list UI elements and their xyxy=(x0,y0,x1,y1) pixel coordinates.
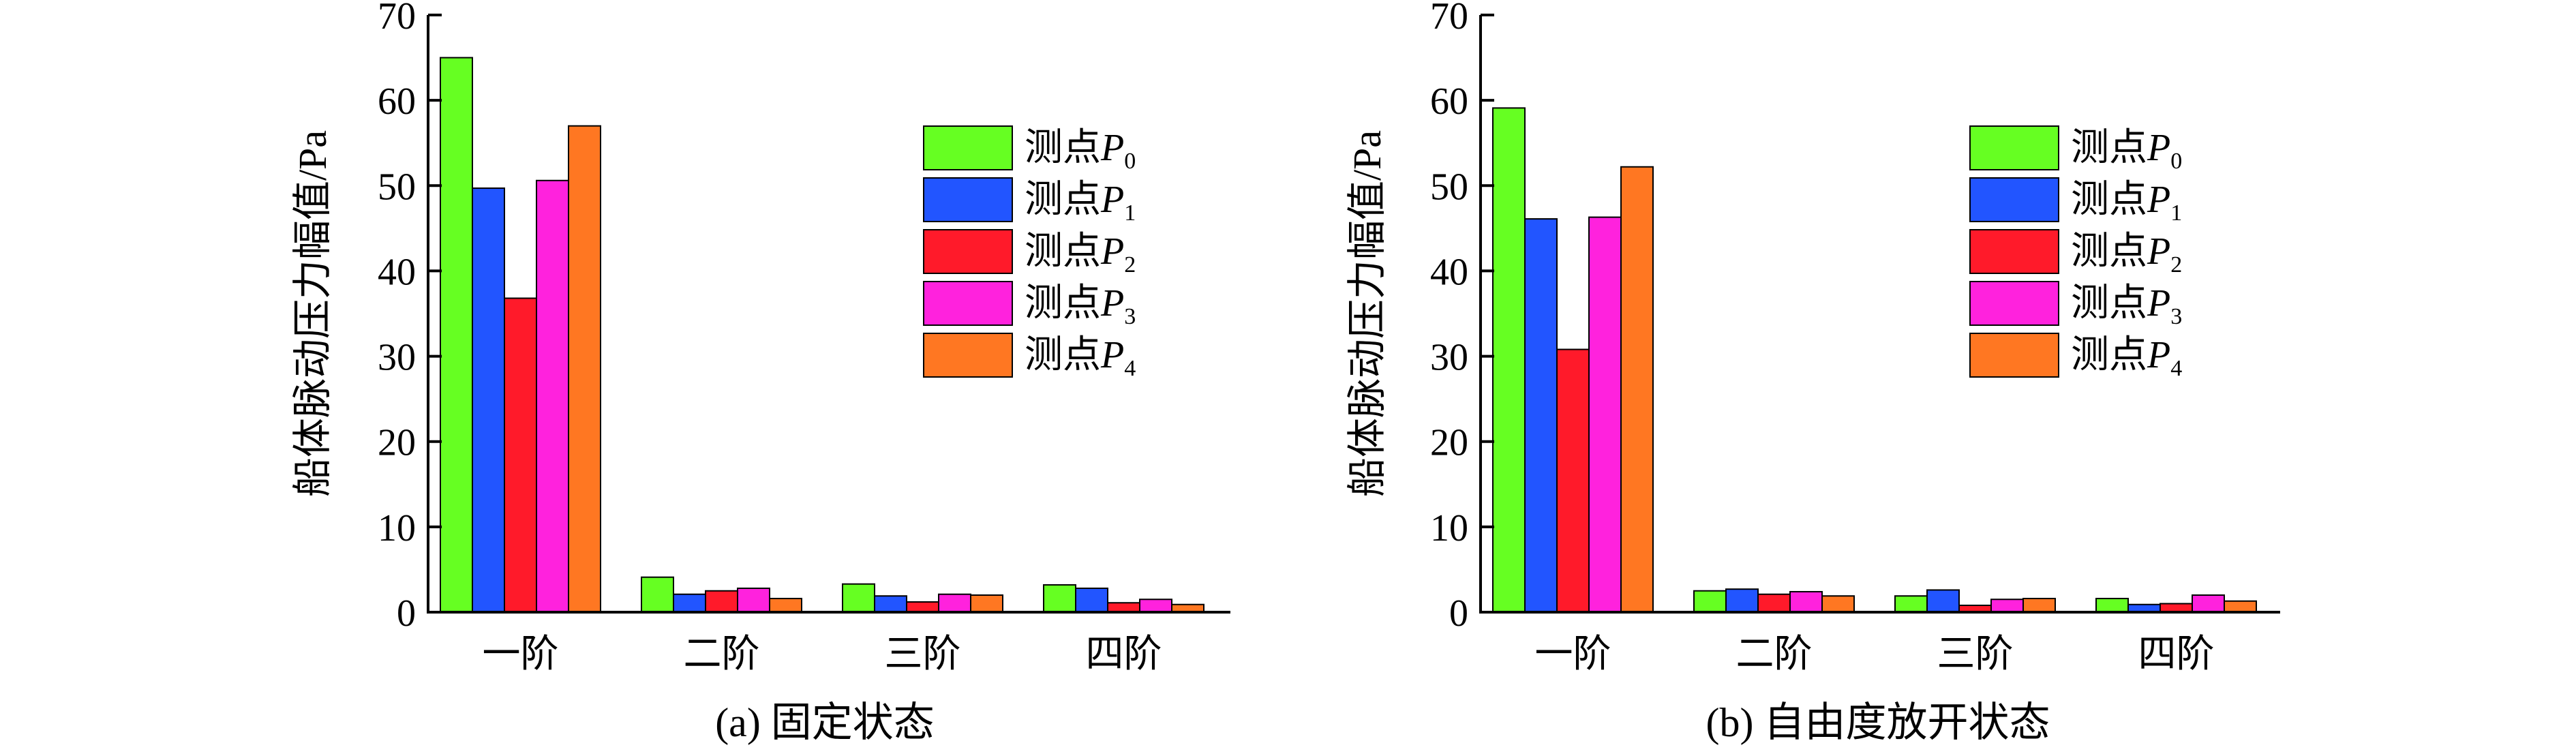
bar-二阶-p2 xyxy=(705,590,738,614)
y-tick-label: 10 xyxy=(1430,507,1468,549)
bar-二阶-p3 xyxy=(1789,590,1823,613)
y-tick-label: 60 xyxy=(1430,80,1468,123)
bar-三阶-p4 xyxy=(970,594,1003,614)
bar-三阶-p2 xyxy=(906,601,939,613)
y-tick-label: 20 xyxy=(1430,422,1468,464)
bar-三阶-p3 xyxy=(938,593,971,613)
bar-三阶-p1 xyxy=(874,595,907,613)
y-tick-label: 50 xyxy=(378,166,416,208)
legend-swatch-p1 xyxy=(1969,177,2059,222)
x-tick-label: 二阶 xyxy=(684,633,760,676)
x-tick-label: 四阶 xyxy=(1086,633,1162,676)
bar-一阶-p2 xyxy=(1556,348,1590,613)
bar-一阶-p3 xyxy=(536,179,569,613)
legend-swatch-p3 xyxy=(923,281,1013,326)
bar-一阶-p4 xyxy=(1620,166,1654,614)
legend-label-p3: 测点P3 xyxy=(2071,282,2182,329)
bar-一阶-p1 xyxy=(1524,218,1558,613)
bar-二阶-p1 xyxy=(673,593,706,613)
legend-swatch-p2 xyxy=(923,229,1013,274)
bar-一阶-p1 xyxy=(472,187,505,614)
bar-四阶-p3 xyxy=(2192,594,2225,614)
bar-一阶-p0 xyxy=(440,57,473,614)
legend-swatch-p1 xyxy=(923,177,1013,222)
y-tick-label: 60 xyxy=(378,80,416,123)
bar-二阶-p0 xyxy=(1693,590,1727,614)
y-tick-label: 0 xyxy=(1449,592,1468,635)
y-tick-label: 70 xyxy=(378,0,416,37)
bar-一阶-p2 xyxy=(504,297,537,613)
legend-label-p1: 测点P1 xyxy=(1025,179,1136,226)
x-tick-label: 三阶 xyxy=(1937,633,2014,676)
bar-二阶-p3 xyxy=(737,587,770,614)
legend-label-p1: 测点P1 xyxy=(2071,179,2182,226)
legend-swatch-p4 xyxy=(923,333,1013,378)
y-tick-label: 0 xyxy=(397,592,416,635)
bar-二阶-p4 xyxy=(1821,595,1855,613)
bar-一阶-p0 xyxy=(1492,107,1526,614)
bar-一阶-p3 xyxy=(1588,216,1622,613)
y-tick-label: 20 xyxy=(378,422,416,464)
x-tick-label: 一阶 xyxy=(483,633,559,676)
legend-label-p3: 测点P3 xyxy=(1025,282,1136,329)
legend-label-p4: 测点P4 xyxy=(1025,334,1136,381)
legend-label-p0: 测点P0 xyxy=(2071,127,2182,174)
legend-label-p4: 测点P4 xyxy=(2071,334,2182,381)
legend-swatch-p0 xyxy=(923,125,1013,170)
bar-三阶-p3 xyxy=(1990,599,2024,614)
bar-四阶-p2 xyxy=(1107,602,1140,614)
bar-三阶-p4 xyxy=(2022,597,2056,614)
chart-panel-a: 一阶 二阶 三阶 四阶 0 10 20 30 40 50 60 70 船体脉动压力幅值/Pa 测点P0 测点… xyxy=(290,0,1230,745)
x-tick-label: 四阶 xyxy=(2138,633,2215,676)
legend-label-p2: 测点P2 xyxy=(2071,230,2182,277)
bar-四阶-p0 xyxy=(2095,597,2129,614)
bar-四阶-p1 xyxy=(1075,587,1108,614)
legend-label-p0: 测点P0 xyxy=(1025,127,1136,174)
legend-label-p2: 测点P2 xyxy=(1025,230,1136,277)
chart-panel-b: 一阶 二阶 三阶 四阶 0 10 20 30 40 50 60 70 船体脉动压力幅值/Pa 测点P0 测点… xyxy=(1345,0,2280,745)
y-tick-label: 40 xyxy=(378,251,416,293)
y-tick-label: 10 xyxy=(378,507,416,549)
y-tick-label: 40 xyxy=(1430,251,1468,293)
bar-三阶-p0 xyxy=(1894,595,1928,613)
y-tick-label: 30 xyxy=(1430,337,1468,379)
x-tick-label: 三阶 xyxy=(885,633,961,676)
bar-一阶-p4 xyxy=(568,125,601,613)
y-tick-label: 30 xyxy=(378,337,416,379)
legend-swatch-p4 xyxy=(1969,333,2059,378)
bar-四阶-p3 xyxy=(1139,599,1172,614)
chart-caption: (b) 自由度放开状态 xyxy=(1706,700,2050,745)
x-tick-label: 一阶 xyxy=(1535,633,1611,676)
y-tick-label: 50 xyxy=(1430,166,1468,208)
y-axis-label: 船体脉动压力幅值/Pa xyxy=(1345,130,1389,497)
chart-caption: (a) 固定状态 xyxy=(715,700,935,745)
y-axis-label: 船体脉动压力幅值/Pa xyxy=(290,130,335,497)
legend-swatch-p3 xyxy=(1969,281,2059,326)
x-tick-label: 二阶 xyxy=(1736,633,1813,676)
legend-swatch-p0 xyxy=(1969,125,2059,170)
bar-二阶-p0 xyxy=(641,576,674,613)
bar-二阶-p2 xyxy=(1757,593,1791,613)
bar-三阶-p0 xyxy=(842,583,875,614)
bar-三阶-p1 xyxy=(1926,589,1960,613)
legend-swatch-p2 xyxy=(1969,229,2059,274)
y-tick-label: 70 xyxy=(1430,0,1468,37)
bar-四阶-p4 xyxy=(2224,600,2257,614)
bar-二阶-p4 xyxy=(769,597,802,614)
bar-二阶-p1 xyxy=(1725,588,1759,613)
bar-四阶-p0 xyxy=(1043,584,1076,613)
